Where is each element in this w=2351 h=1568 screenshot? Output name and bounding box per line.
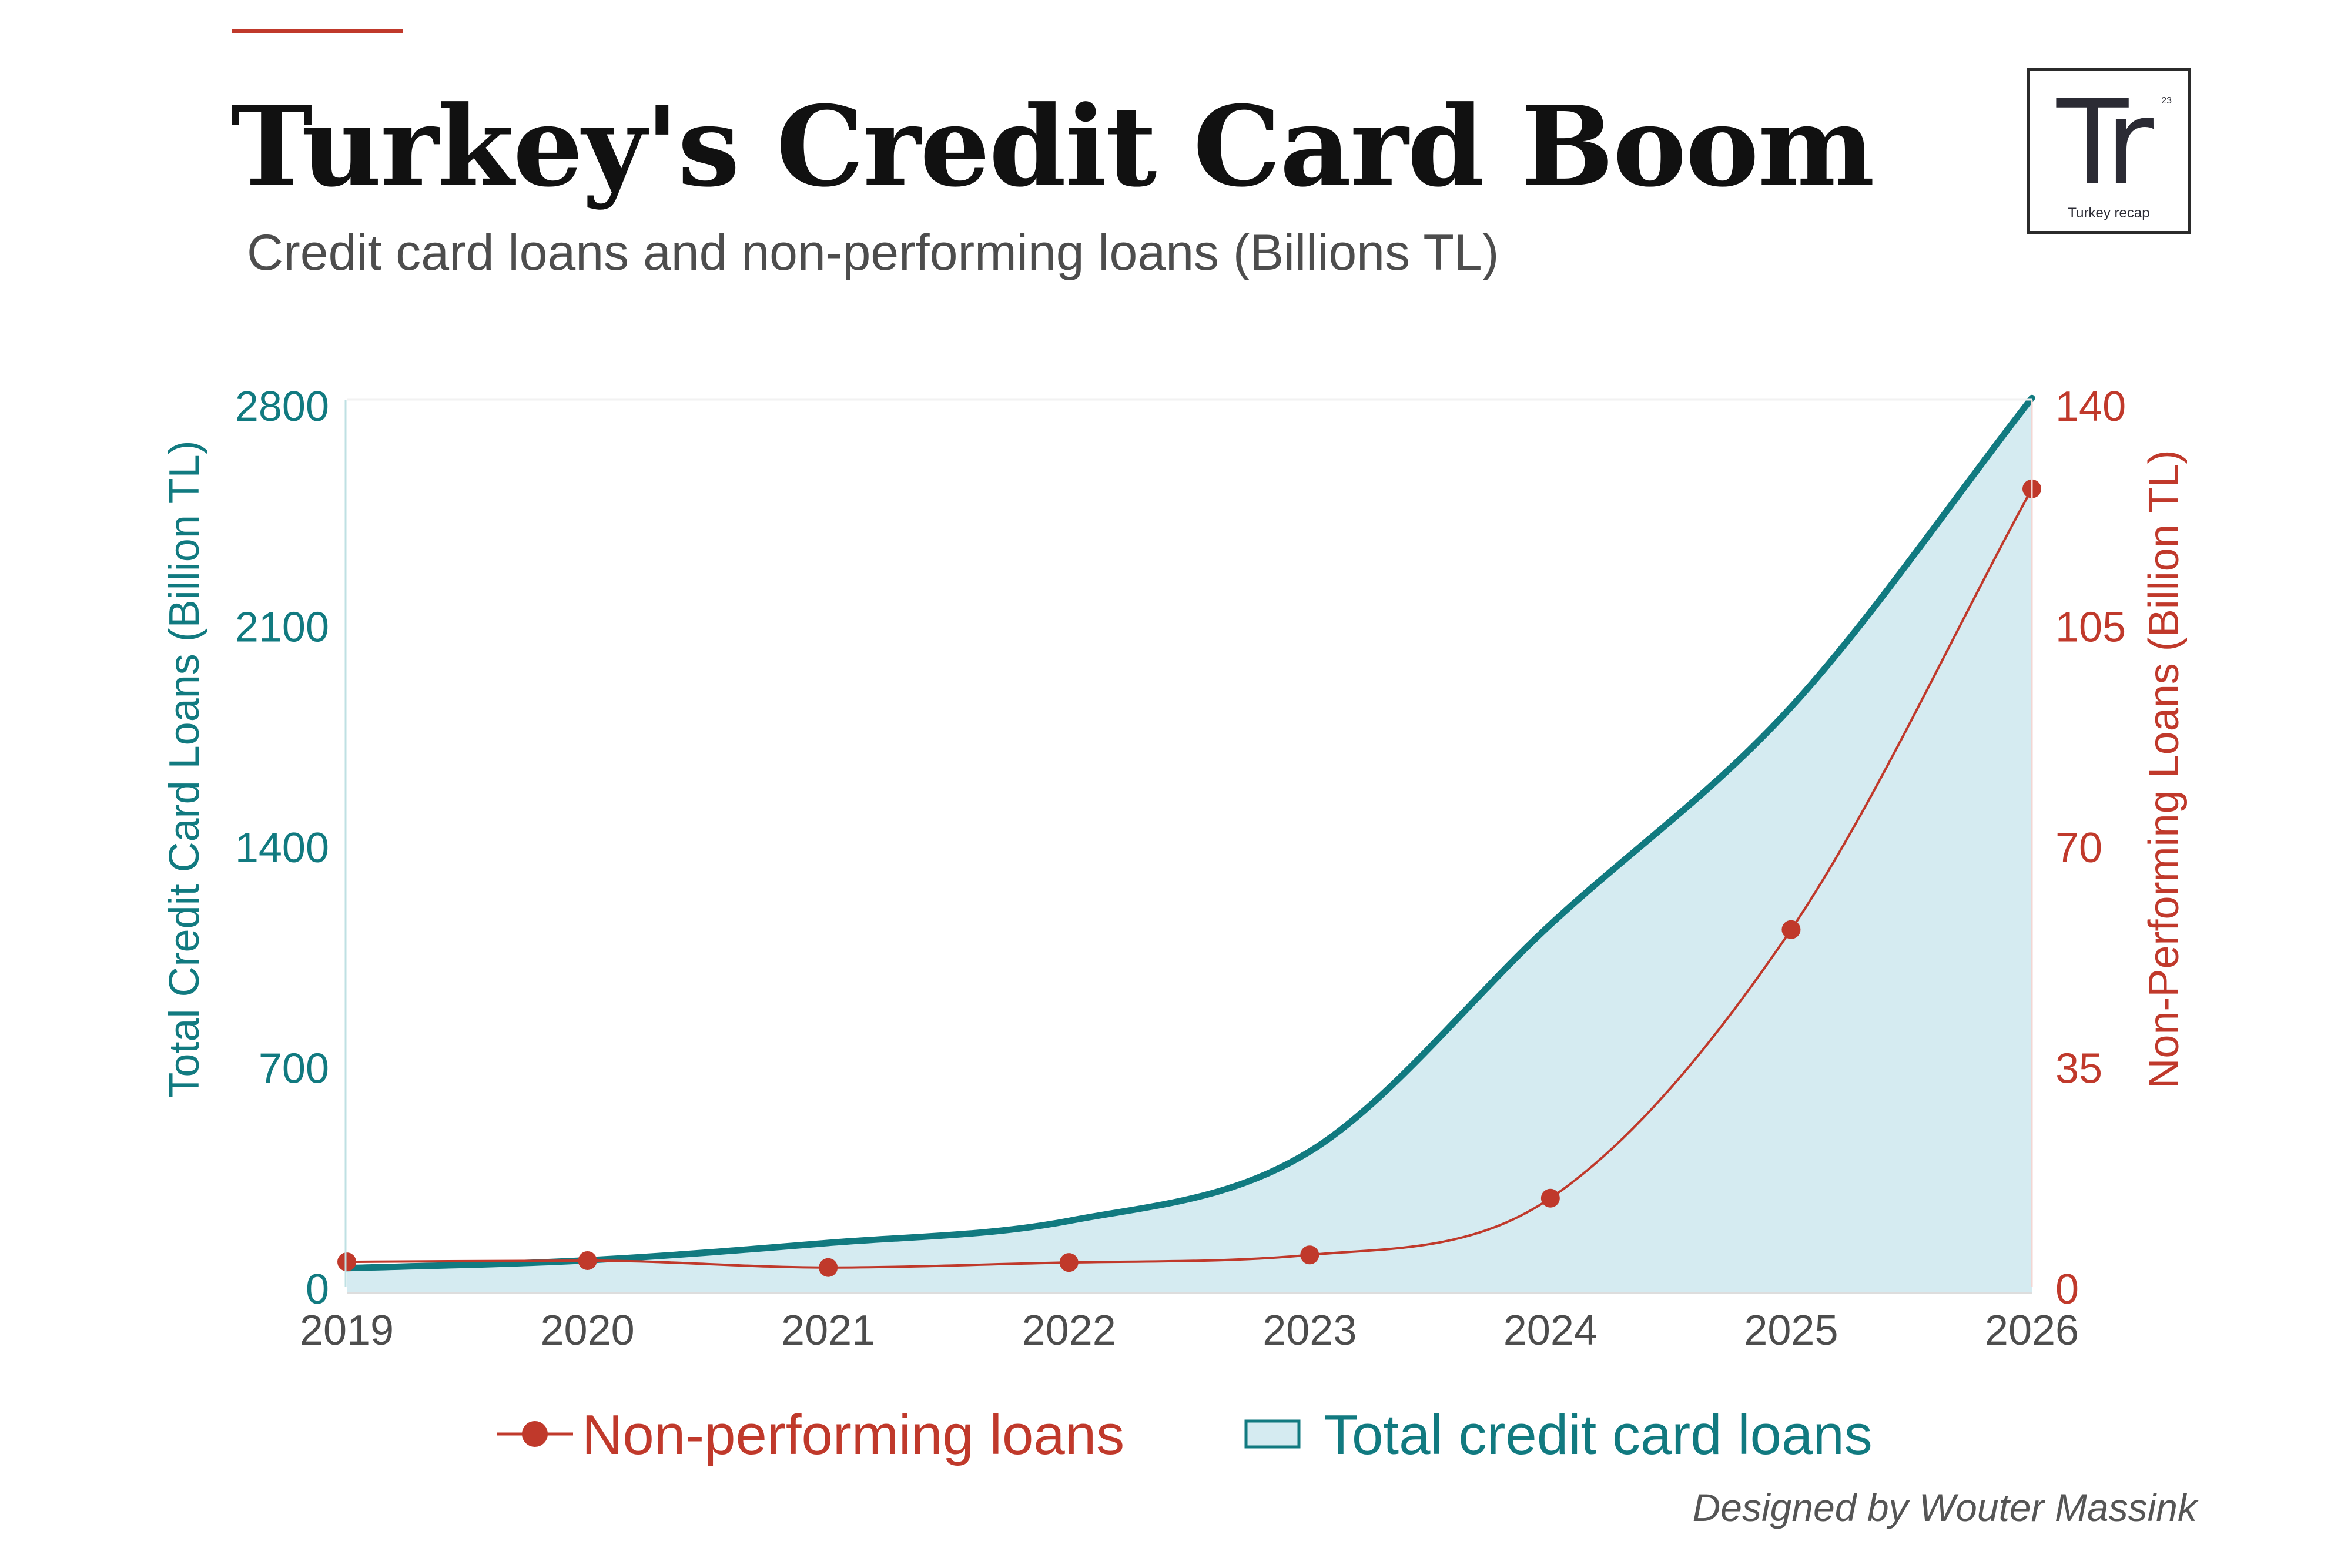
left-tick-label: 0 <box>306 1266 329 1313</box>
right-axis-title: Non-Performing Loans (Billion TL) <box>2141 450 2188 1088</box>
npl-line <box>346 488 2033 1269</box>
chart-subtitle: Credit card loans and non-performing loa… <box>247 225 1499 281</box>
plot-area <box>337 394 2041 1293</box>
credit-loans-line <box>343 394 2035 1272</box>
chart-title: Turkey's Credit Card Boom <box>230 82 1875 212</box>
x-tick-label: 2025 <box>1744 1307 1838 1354</box>
left-tick-label: 2800 <box>235 383 329 430</box>
logo-mark: Tr <box>2057 75 2154 212</box>
right-tick-label: 140 <box>2055 383 2126 430</box>
turkey-recap-logo: Tr 23 Turkey recap <box>2027 68 2191 234</box>
x-tick-label: 2026 <box>1985 1307 2079 1354</box>
left-tick-label: 700 <box>259 1046 329 1093</box>
npl-point-2019 <box>337 1252 356 1272</box>
npl-point-2025 <box>1781 920 1801 939</box>
legend-npl-label: Non-performing loans <box>582 1403 1124 1466</box>
left-tick-label: 2100 <box>235 604 329 651</box>
x-tick-label: 2020 <box>540 1307 634 1354</box>
legend-area-swatch <box>1244 1419 1301 1449</box>
right-tick-label: 0 <box>2055 1266 2079 1313</box>
x-tick-label: 2022 <box>1022 1307 1116 1354</box>
right-tick-label: 105 <box>2055 604 2126 651</box>
npl-point-2024 <box>1540 1188 1560 1208</box>
left-axis-title: Total Credit Card Loans (Billion TL) <box>161 440 208 1098</box>
credit-text: Designed by Wouter Massink <box>1692 1486 2197 1529</box>
legend: Non-performing loans Total credit card lo… <box>497 1403 1873 1466</box>
legend-area-label: Total credit card loans <box>1324 1403 1873 1466</box>
x-tick-label: 2021 <box>781 1307 875 1354</box>
x-tick-label: 2024 <box>1503 1307 1598 1354</box>
accent-rule <box>232 29 403 33</box>
left-tick-label: 1400 <box>235 825 329 872</box>
logo-text: Turkey recap <box>2068 205 2150 221</box>
axes: 0 700 1400 2100 2800 0 35 70 105 140 2019 2020 2021 2… <box>161 383 2188 1354</box>
npl-point-2022 <box>1059 1253 1079 1272</box>
logo-number: 23 <box>2161 96 2172 106</box>
npl-point-2021 <box>819 1258 838 1277</box>
credit-loans-area-fill <box>347 398 2032 1293</box>
right-tick-label: 35 <box>2055 1046 2102 1093</box>
right-tick-label: 70 <box>2055 825 2102 872</box>
npl-point-2023 <box>1300 1245 1319 1265</box>
npl-point-2020 <box>578 1251 597 1270</box>
legend-npl-swatch-marker <box>522 1421 548 1447</box>
x-tick-label: 2023 <box>1262 1307 1357 1354</box>
x-tick-label: 2019 <box>300 1307 394 1354</box>
